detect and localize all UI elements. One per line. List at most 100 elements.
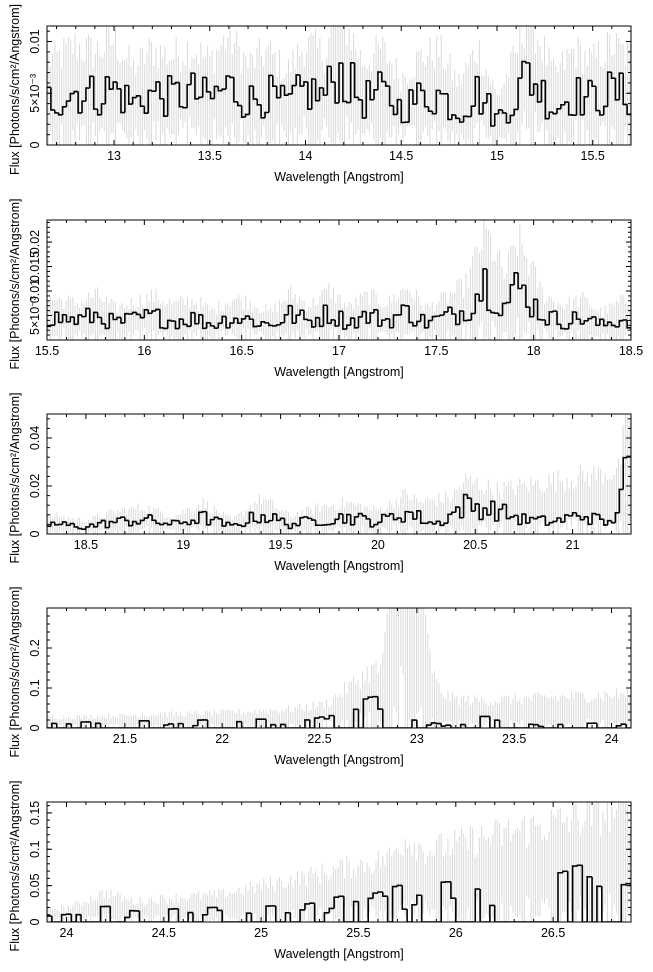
data-bin bbox=[490, 500, 495, 515]
data-bin bbox=[525, 61, 530, 64]
data-bin bbox=[618, 72, 624, 100]
data-bin bbox=[205, 321, 211, 329]
data-bin bbox=[419, 510, 425, 524]
data-bin bbox=[313, 903, 320, 922]
data-bin bbox=[338, 310, 343, 327]
data-bin bbox=[303, 310, 308, 321]
data-bin bbox=[411, 719, 417, 728]
data-bin bbox=[139, 95, 145, 107]
data-bin bbox=[53, 109, 59, 114]
data-bin bbox=[166, 74, 172, 117]
data-bin bbox=[192, 724, 198, 728]
data-bin bbox=[299, 909, 305, 922]
data-bin bbox=[392, 105, 398, 116]
data-bin bbox=[591, 316, 596, 319]
y-tick-label: 0.015 bbox=[28, 251, 42, 282]
data-bin bbox=[406, 909, 412, 922]
plot-area bbox=[47, 26, 631, 145]
data-bin bbox=[493, 113, 499, 127]
data-bin bbox=[206, 719, 213, 728]
data-histogram bbox=[47, 455, 631, 530]
data-bin bbox=[201, 76, 207, 98]
x-tick-label: 21 bbox=[566, 538, 580, 552]
x-axis-title: Wavelength [Angstrom] bbox=[274, 559, 403, 573]
data-bin bbox=[579, 319, 585, 325]
data-bin bbox=[163, 98, 168, 118]
data-bin bbox=[112, 521, 118, 524]
data-bin bbox=[373, 88, 378, 100]
data-bin bbox=[151, 514, 157, 522]
data-bin bbox=[548, 521, 554, 526]
data-bin bbox=[244, 522, 250, 527]
data-bin bbox=[182, 521, 188, 524]
data-bin bbox=[357, 97, 363, 101]
plot-area bbox=[47, 220, 631, 340]
data-bin bbox=[139, 314, 145, 319]
data-bin bbox=[174, 81, 180, 85]
data-bin bbox=[65, 100, 71, 107]
data-bin bbox=[353, 516, 359, 525]
data-bin bbox=[412, 512, 417, 520]
data-bin bbox=[50, 87, 55, 111]
data-histogram bbox=[47, 268, 631, 330]
data-bin bbox=[92, 311, 98, 323]
y-tick-label: 0.01 bbox=[28, 279, 42, 303]
data-bin bbox=[345, 101, 351, 104]
data-bin bbox=[486, 508, 491, 516]
data-bin bbox=[586, 876, 593, 922]
data-bin bbox=[464, 724, 471, 728]
data-bin bbox=[148, 720, 155, 728]
data-bin bbox=[342, 513, 347, 524]
data-bin bbox=[392, 314, 398, 328]
data-bin bbox=[81, 315, 86, 318]
data-bin bbox=[521, 513, 526, 525]
y-tick-label: 0.04 bbox=[28, 426, 42, 450]
data-bin bbox=[427, 521, 433, 524]
data-bin bbox=[206, 906, 213, 915]
data-bin bbox=[540, 515, 546, 518]
data-bin bbox=[182, 106, 188, 109]
data-bin bbox=[274, 724, 281, 728]
x-tick-label: 22.5 bbox=[307, 732, 331, 746]
data-bin bbox=[147, 309, 153, 315]
data-bin bbox=[509, 114, 515, 123]
data-bin bbox=[548, 311, 554, 325]
data-bin bbox=[622, 73, 628, 106]
x-tick-label: 20.5 bbox=[463, 538, 487, 552]
data-bin bbox=[233, 523, 238, 525]
data-bin bbox=[283, 518, 289, 526]
data-bin bbox=[318, 87, 324, 101]
data-bin bbox=[260, 320, 266, 327]
data-bin bbox=[564, 514, 569, 523]
data-bin bbox=[416, 82, 421, 105]
data-bin bbox=[307, 81, 312, 110]
data-bin bbox=[505, 301, 511, 304]
data-bin bbox=[493, 501, 499, 522]
data-bin bbox=[536, 84, 542, 103]
data-bin bbox=[445, 724, 451, 727]
panel-3: 18.5 19 19.5 20 20.5 21 0 0.02 0.04 Wavelength [A… bbox=[8, 393, 632, 573]
data-bin bbox=[334, 319, 339, 327]
data-bin bbox=[284, 911, 291, 922]
data-bin bbox=[505, 504, 511, 520]
x-tick-label: 22 bbox=[215, 732, 229, 746]
data-bin bbox=[124, 517, 129, 522]
data-bin bbox=[388, 318, 394, 329]
data-bin bbox=[236, 101, 242, 107]
data-bin bbox=[287, 524, 293, 530]
data-bin bbox=[213, 85, 219, 99]
data-bin bbox=[279, 84, 285, 98]
data-bin bbox=[416, 320, 421, 326]
x-tick-label: 15.5 bbox=[581, 149, 605, 163]
data-bin bbox=[163, 522, 168, 525]
data-bin bbox=[447, 513, 452, 524]
data-bin bbox=[198, 314, 203, 324]
data-bin bbox=[455, 898, 461, 922]
data-bin bbox=[357, 512, 363, 517]
data-bin bbox=[365, 311, 371, 324]
data-bin bbox=[423, 314, 429, 329]
data-bin bbox=[427, 319, 433, 328]
data-bin bbox=[178, 82, 184, 108]
data-bin bbox=[458, 118, 464, 123]
data-bin bbox=[478, 294, 484, 302]
